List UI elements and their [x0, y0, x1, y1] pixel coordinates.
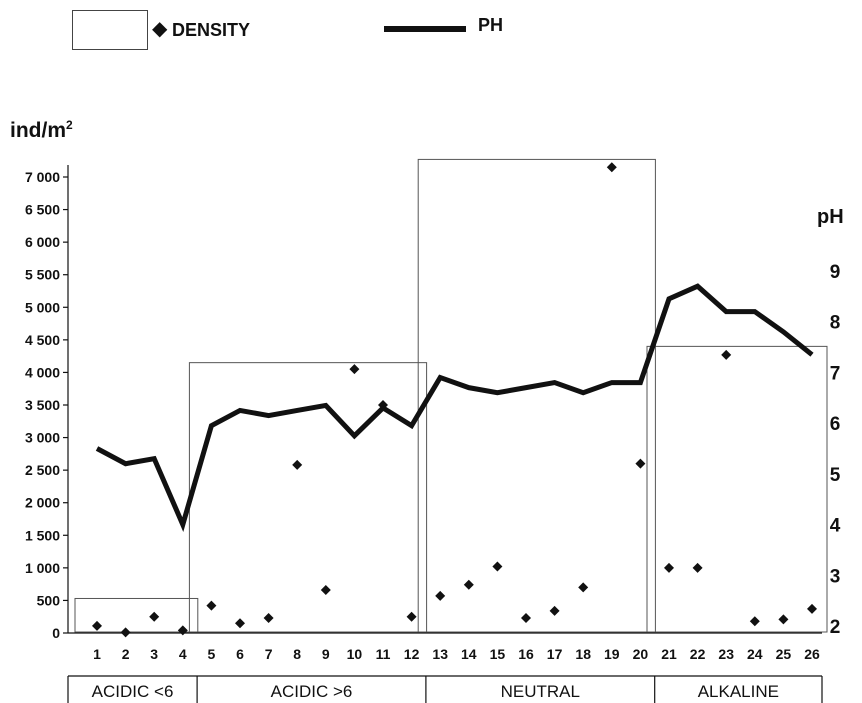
y-axis-left-label: ind/m2 [10, 118, 73, 143]
y-left-tick-label: 5 500 [25, 267, 60, 283]
density-point [749, 616, 760, 627]
density-point [292, 459, 303, 470]
x-tick-label: 3 [150, 646, 158, 662]
density-point [778, 614, 789, 625]
x-tick-label: 10 [347, 646, 363, 662]
x-tick-label: 6 [236, 646, 244, 662]
y-right-tick-label: 2 [830, 617, 841, 638]
density-point [177, 625, 188, 636]
legend-swatch-box [72, 10, 148, 50]
density-point [492, 561, 503, 572]
x-tick-label: 23 [718, 646, 734, 662]
y-right-tick-label: 3 [830, 566, 841, 587]
group-label: NEUTRAL [501, 682, 580, 701]
y-left-tick-label: 7 000 [25, 169, 60, 185]
y-axis-left-unit-exponent: 2 [66, 118, 73, 132]
density-point [349, 364, 360, 375]
y-right-tick-label: 8 [830, 313, 841, 334]
x-tick-label: 9 [322, 646, 330, 662]
y-right-tick-label: 5 [830, 465, 841, 486]
density-point [206, 600, 217, 611]
x-tick-label: 26 [804, 646, 820, 662]
x-tick-label: 25 [776, 646, 792, 662]
y-right-tick-label: 9 [830, 262, 841, 283]
density-point [406, 611, 417, 622]
density-point [664, 562, 674, 573]
x-tick-label: 12 [404, 646, 420, 662]
x-tick-label: 7 [265, 646, 273, 662]
density-point [807, 603, 817, 614]
density-point [435, 590, 446, 601]
density-point [606, 162, 617, 173]
y-left-tick-label: 2 000 [25, 495, 60, 511]
density-point [120, 627, 131, 638]
y-left-tick-label: 3 000 [25, 430, 60, 446]
x-tick-label: 15 [490, 646, 506, 662]
x-tick-label: 20 [633, 646, 649, 662]
x-tick-label: 18 [575, 646, 591, 662]
density-point [635, 458, 646, 469]
x-tick-label: 22 [690, 646, 706, 662]
density-point [263, 613, 274, 624]
density-point [549, 605, 560, 616]
ph-series-line [95, 283, 814, 532]
y-left-tick-label: 3 500 [25, 397, 60, 413]
x-tick-label: 17 [547, 646, 563, 662]
legend-density-label: DENSITY [172, 20, 251, 40]
group-box [74, 597, 199, 633]
density-point [521, 613, 531, 624]
group-box [646, 345, 828, 633]
y-right-tick-label: 6 [830, 414, 841, 435]
y-axis-right-label: pH [817, 206, 844, 228]
density-point [578, 582, 589, 593]
density-point [320, 585, 331, 596]
y-left-tick-label: 1 500 [25, 527, 60, 543]
y-left-tick-label: 4 500 [25, 332, 60, 348]
density-point [235, 618, 245, 629]
x-tick-label: 4 [179, 646, 187, 662]
group-label: ACIDIC >6 [271, 682, 353, 701]
x-tick-label: 19 [604, 646, 620, 662]
density-point [149, 611, 160, 622]
x-tick-label: 5 [208, 646, 216, 662]
y-left-tick-label: 0 [52, 625, 60, 641]
group-box [188, 362, 428, 633]
y-right-tick-label: 7 [830, 363, 841, 384]
group-label: ALKALINE [698, 682, 779, 701]
y-right-tick-label: 4 [830, 516, 841, 537]
x-tick-label: 24 [747, 646, 763, 662]
x-tick-label: 13 [432, 646, 448, 662]
density-point [692, 562, 703, 573]
legend-diamond-icon: ◆ [152, 18, 168, 40]
x-tick-label: 16 [518, 646, 534, 662]
density-point [721, 349, 732, 360]
x-tick-label: 21 [661, 646, 677, 662]
x-tick-label: 8 [293, 646, 301, 662]
density-point [378, 400, 388, 410]
legend-ph-label: PH [478, 15, 504, 35]
y-left-tick-label: 2 500 [25, 462, 60, 478]
y-axis-left-unit: ind/m [10, 119, 66, 142]
y-left-tick-label: 5 000 [25, 299, 60, 315]
y-left-tick-label: 6 000 [25, 234, 60, 250]
density-point [463, 579, 474, 590]
x-tick-label: 2 [122, 646, 130, 662]
group-label: ACIDIC <6 [92, 682, 174, 701]
y-left-tick-label: 6 500 [25, 202, 60, 218]
y-left-tick-label: 4 000 [25, 364, 60, 380]
x-tick-label: 1 [93, 646, 101, 662]
group-box [417, 158, 656, 633]
y-left-tick-label: 500 [37, 592, 61, 608]
legend-ph-line [384, 26, 466, 32]
x-tick-label: 14 [461, 646, 477, 662]
x-tick-label: 11 [376, 646, 391, 662]
density-point [92, 620, 102, 631]
y-left-tick-label: 1 000 [25, 560, 60, 576]
